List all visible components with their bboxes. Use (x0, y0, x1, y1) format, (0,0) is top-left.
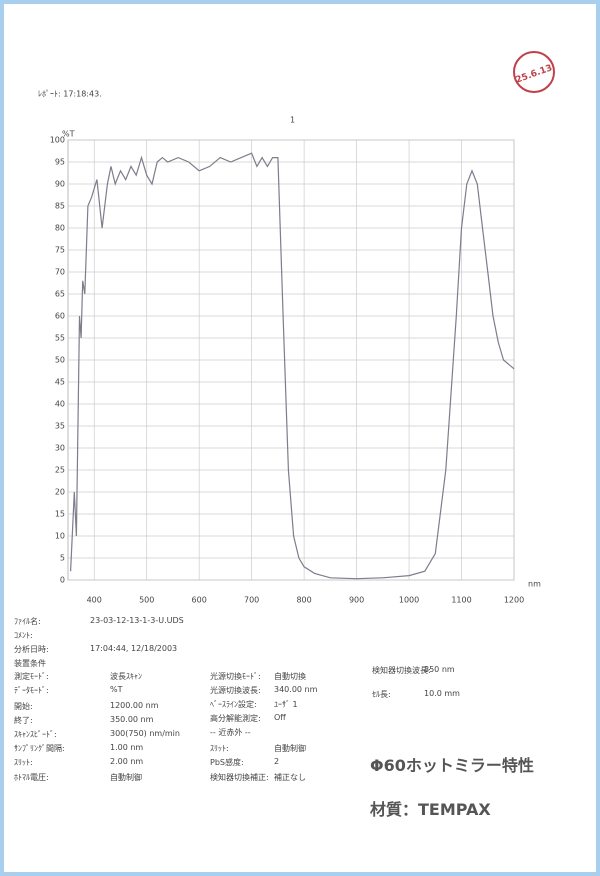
info-value: 1.00 nm (110, 743, 144, 752)
info-value: 23-03-12-13-1-3-U.UDS (90, 616, 184, 625)
y-tick-label: 0 (60, 576, 65, 585)
y-tick-label: 35 (55, 422, 65, 431)
info-value: 自動切換 (274, 672, 306, 681)
curve-label: 1 (290, 116, 295, 125)
chart: ﾚﾎﾟｰﾄ: 17:18:43. 25.6.13 1 %T nm 0 5 10 15 2… (38, 51, 555, 605)
info-label: 光源切換ﾓｰﾄﾞ: (210, 672, 261, 681)
info-label: 検知器切換補正: (210, 773, 269, 782)
info-value: 1200.00 nm (110, 701, 159, 710)
y-tick-label: 15 (55, 510, 65, 519)
y-tick-label: 100 (50, 136, 65, 145)
info-label: 高分解能測定: (210, 714, 261, 723)
x-tick-label: 1100 (451, 596, 471, 605)
info-label: ﾍﾞｰｽﾗｲﾝ設定: (210, 700, 257, 709)
data-line (70, 152, 515, 580)
info-value: 自動制御 (110, 773, 142, 782)
info-label: 測定ﾓｰﾄﾞ: (14, 672, 49, 681)
x-tick-label: 800 (296, 596, 311, 605)
y-tick-label: 70 (55, 268, 65, 277)
y-tick-label: 5 (60, 554, 65, 563)
y-tick-label: 10 (55, 532, 65, 541)
info-label: -- 近赤外 -- (210, 728, 251, 737)
info-value: 850 nm (424, 665, 455, 674)
info-label: 検知器切換波長: (372, 666, 431, 675)
info-label: 開始: (14, 702, 33, 711)
info-value: %T (110, 685, 123, 694)
info-value: 波長ｽｷｬﾝ (110, 672, 142, 681)
info-label: 分析日時: (14, 645, 49, 654)
info-value: Off (274, 713, 286, 722)
info-value: 2.00 nm (110, 757, 144, 766)
info-value: 340.00 nm (274, 685, 318, 694)
info-label: ﾃﾞｰﾀﾓｰﾄﾞ: (14, 686, 49, 695)
x-tick-label: 400 (87, 596, 102, 605)
info-label: ﾎﾄﾏﾙ電圧: (14, 773, 49, 782)
y-tick-label: 45 (55, 378, 65, 387)
x-tick-label: 500 (139, 596, 154, 605)
x-axis-label: nm (528, 580, 541, 589)
x-tick-label: 1200 (504, 596, 524, 605)
info-label: PbS感度: (210, 758, 244, 767)
info-label: 終了: (14, 716, 33, 725)
info-value: 自動制御 (274, 744, 306, 753)
info-label: ｽﾘｯﾄ: (210, 744, 229, 753)
info-value: 補正なし (274, 773, 306, 782)
y-tick-label: 50 (55, 356, 65, 365)
y-tick-label: 30 (55, 444, 65, 453)
y-tick-label: 20 (55, 488, 65, 497)
y-tick-label: 55 (55, 334, 65, 343)
y-tick-label: 65 (55, 290, 65, 299)
info-label: ﾌｧｲﾙ名: (14, 617, 41, 626)
info-value: 300(750) nm/min (110, 729, 180, 738)
x-tick-label: 1000 (399, 596, 419, 605)
y-tick-label: 80 (55, 224, 65, 233)
info-label: 装置条件 (14, 659, 46, 668)
y-tick-label: 60 (55, 312, 65, 321)
y-tick-label: 90 (55, 180, 65, 189)
stamp (513, 51, 555, 93)
stamp-text: 25.6.13 (515, 63, 554, 85)
material: 材質：TEMPAX (370, 800, 491, 819)
doc-title: Φ60ホットミラー特性 (370, 756, 534, 775)
info-value: ﾕｰｻﾞ 1 (274, 700, 298, 709)
info-label: ｾﾙ長: (372, 690, 391, 699)
info-label: ｽｷｬﾝｽﾋﾟｰﾄﾞ: (14, 730, 57, 739)
x-tick-label: 600 (192, 596, 207, 605)
x-tick-label: 900 (349, 596, 364, 605)
info-label: ｺﾒﾝﾄ: (14, 631, 33, 640)
y-axis-label: %T (62, 130, 75, 139)
y-tick-label: 85 (55, 202, 65, 211)
info-value: 10.0 mm (424, 689, 460, 698)
y-tick-label: 40 (55, 400, 65, 409)
info-value: 2 (274, 757, 280, 766)
info-label: ｻﾝﾌﾟﾘﾝｸﾞ間隔: (14, 744, 65, 753)
info-label: 光源切換波長: (210, 686, 261, 695)
info-label: ｽﾘｯﾄ: (14, 758, 33, 767)
x-tick-label: 700 (244, 596, 259, 605)
y-tick-label: 95 (55, 158, 65, 167)
info-value: 17:04:44, 12/18/2003 (90, 644, 178, 653)
y-tick-label: 75 (55, 246, 65, 255)
info-value: 350.00 nm (110, 715, 154, 724)
y-tick-label: 25 (55, 466, 65, 475)
report-time: ﾚﾎﾟｰﾄ: 17:18:43. (38, 90, 102, 99)
